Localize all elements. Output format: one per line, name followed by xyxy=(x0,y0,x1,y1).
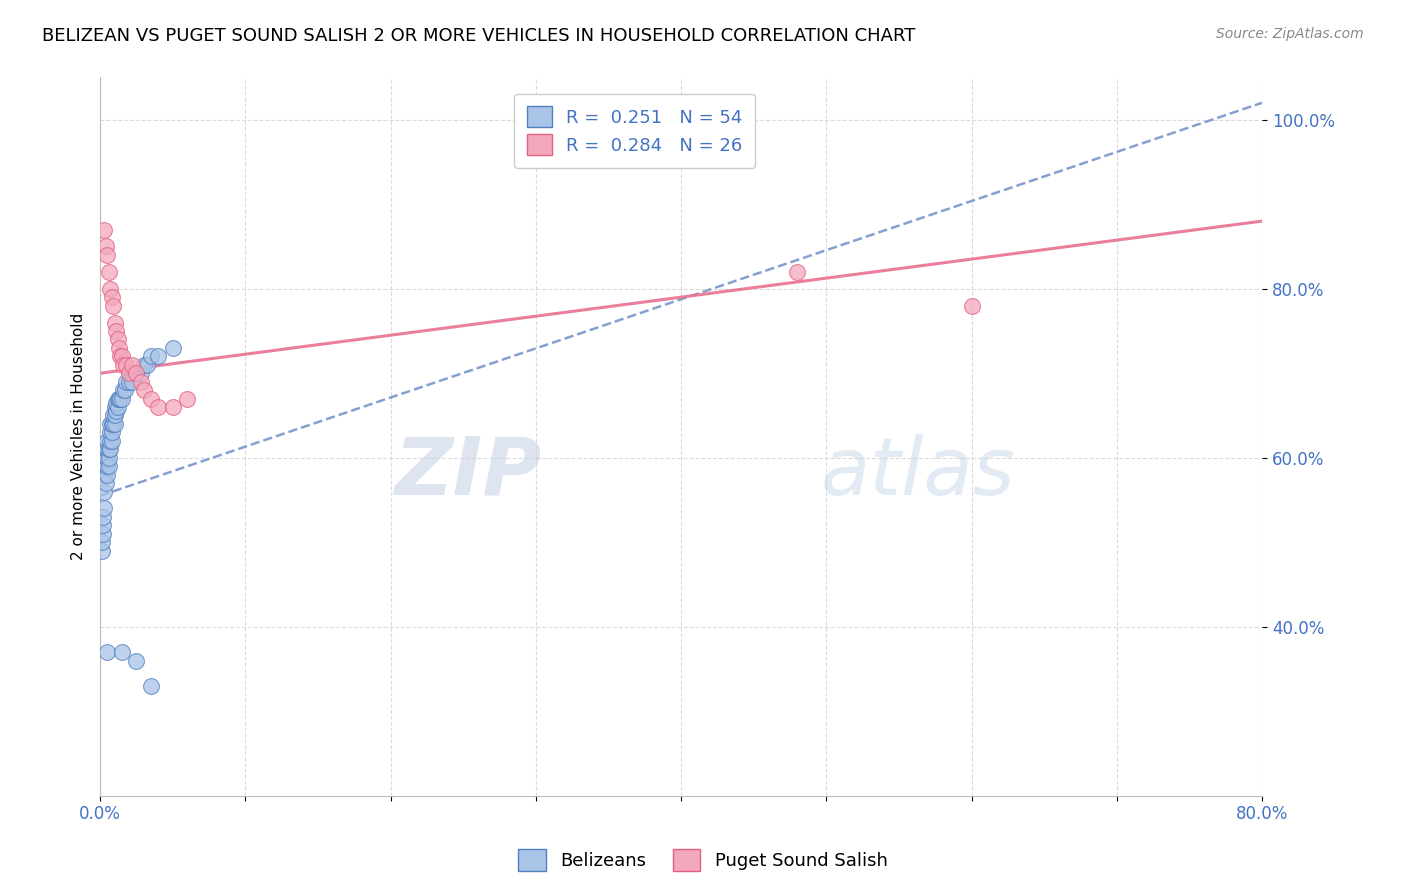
Point xyxy=(107,392,129,406)
Point xyxy=(125,366,148,380)
Point xyxy=(96,434,118,448)
Point xyxy=(98,417,121,431)
Point xyxy=(121,375,143,389)
Point xyxy=(96,645,118,659)
Point xyxy=(108,392,131,406)
Point xyxy=(139,679,162,693)
Point xyxy=(90,535,112,549)
Point xyxy=(111,392,134,406)
Point xyxy=(97,450,120,465)
Point xyxy=(118,366,141,380)
Point xyxy=(110,392,132,406)
Point xyxy=(103,409,125,423)
Point xyxy=(96,459,118,474)
Point xyxy=(98,442,121,457)
Point xyxy=(104,316,127,330)
Point xyxy=(115,358,138,372)
Point xyxy=(111,645,134,659)
Point xyxy=(118,375,141,389)
Point xyxy=(91,526,114,541)
Point xyxy=(139,349,162,363)
Point xyxy=(139,392,162,406)
Point xyxy=(93,501,115,516)
Text: ZIP: ZIP xyxy=(394,434,541,511)
Point xyxy=(105,404,128,418)
Point xyxy=(97,459,120,474)
Point xyxy=(97,442,120,457)
Point xyxy=(162,400,184,414)
Point xyxy=(100,434,122,448)
Legend: Belizeans, Puget Sound Salish: Belizeans, Puget Sound Salish xyxy=(512,842,894,879)
Point xyxy=(786,265,808,279)
Point xyxy=(100,417,122,431)
Point xyxy=(90,543,112,558)
Point xyxy=(176,392,198,406)
Point xyxy=(108,341,131,355)
Point xyxy=(148,349,170,363)
Point xyxy=(110,349,132,363)
Point xyxy=(96,467,118,482)
Point xyxy=(94,476,117,491)
Point xyxy=(103,299,125,313)
Point xyxy=(100,425,122,440)
Point xyxy=(104,409,127,423)
Point xyxy=(96,442,118,457)
Point xyxy=(96,248,118,262)
Point xyxy=(93,222,115,236)
Point xyxy=(135,358,157,372)
Legend: R =  0.251   N = 54, R =  0.284   N = 26: R = 0.251 N = 54, R = 0.284 N = 26 xyxy=(515,94,755,168)
Point xyxy=(94,442,117,457)
Point xyxy=(93,484,115,499)
Point xyxy=(105,324,128,338)
Point xyxy=(111,349,134,363)
Point xyxy=(91,518,114,533)
Point xyxy=(162,341,184,355)
Point xyxy=(125,366,148,380)
Point xyxy=(93,467,115,482)
Point xyxy=(115,375,138,389)
Point xyxy=(112,383,135,397)
Point xyxy=(132,383,155,397)
Text: Source: ZipAtlas.com: Source: ZipAtlas.com xyxy=(1216,27,1364,41)
Point xyxy=(105,396,128,410)
Point xyxy=(98,425,121,440)
Point xyxy=(94,459,117,474)
Point xyxy=(114,383,136,397)
Point xyxy=(98,434,121,448)
Point xyxy=(103,417,125,431)
Point xyxy=(129,375,152,389)
Point xyxy=(112,358,135,372)
Point xyxy=(98,282,121,296)
Point xyxy=(129,366,152,380)
Point xyxy=(148,400,170,414)
Point xyxy=(100,290,122,304)
Point xyxy=(107,400,129,414)
Point xyxy=(104,417,127,431)
Text: BELIZEAN VS PUGET SOUND SALISH 2 OR MORE VEHICLES IN HOUSEHOLD CORRELATION CHART: BELIZEAN VS PUGET SOUND SALISH 2 OR MORE… xyxy=(42,27,915,45)
Point xyxy=(96,450,118,465)
Point xyxy=(104,400,127,414)
Point xyxy=(132,358,155,372)
Text: atlas: atlas xyxy=(821,434,1015,511)
Point xyxy=(960,299,983,313)
Point xyxy=(97,265,120,279)
Point xyxy=(107,333,129,347)
Point xyxy=(121,358,143,372)
Point xyxy=(91,509,114,524)
Point xyxy=(94,239,117,253)
Point xyxy=(125,654,148,668)
Y-axis label: 2 or more Vehicles in Household: 2 or more Vehicles in Household xyxy=(72,313,86,560)
